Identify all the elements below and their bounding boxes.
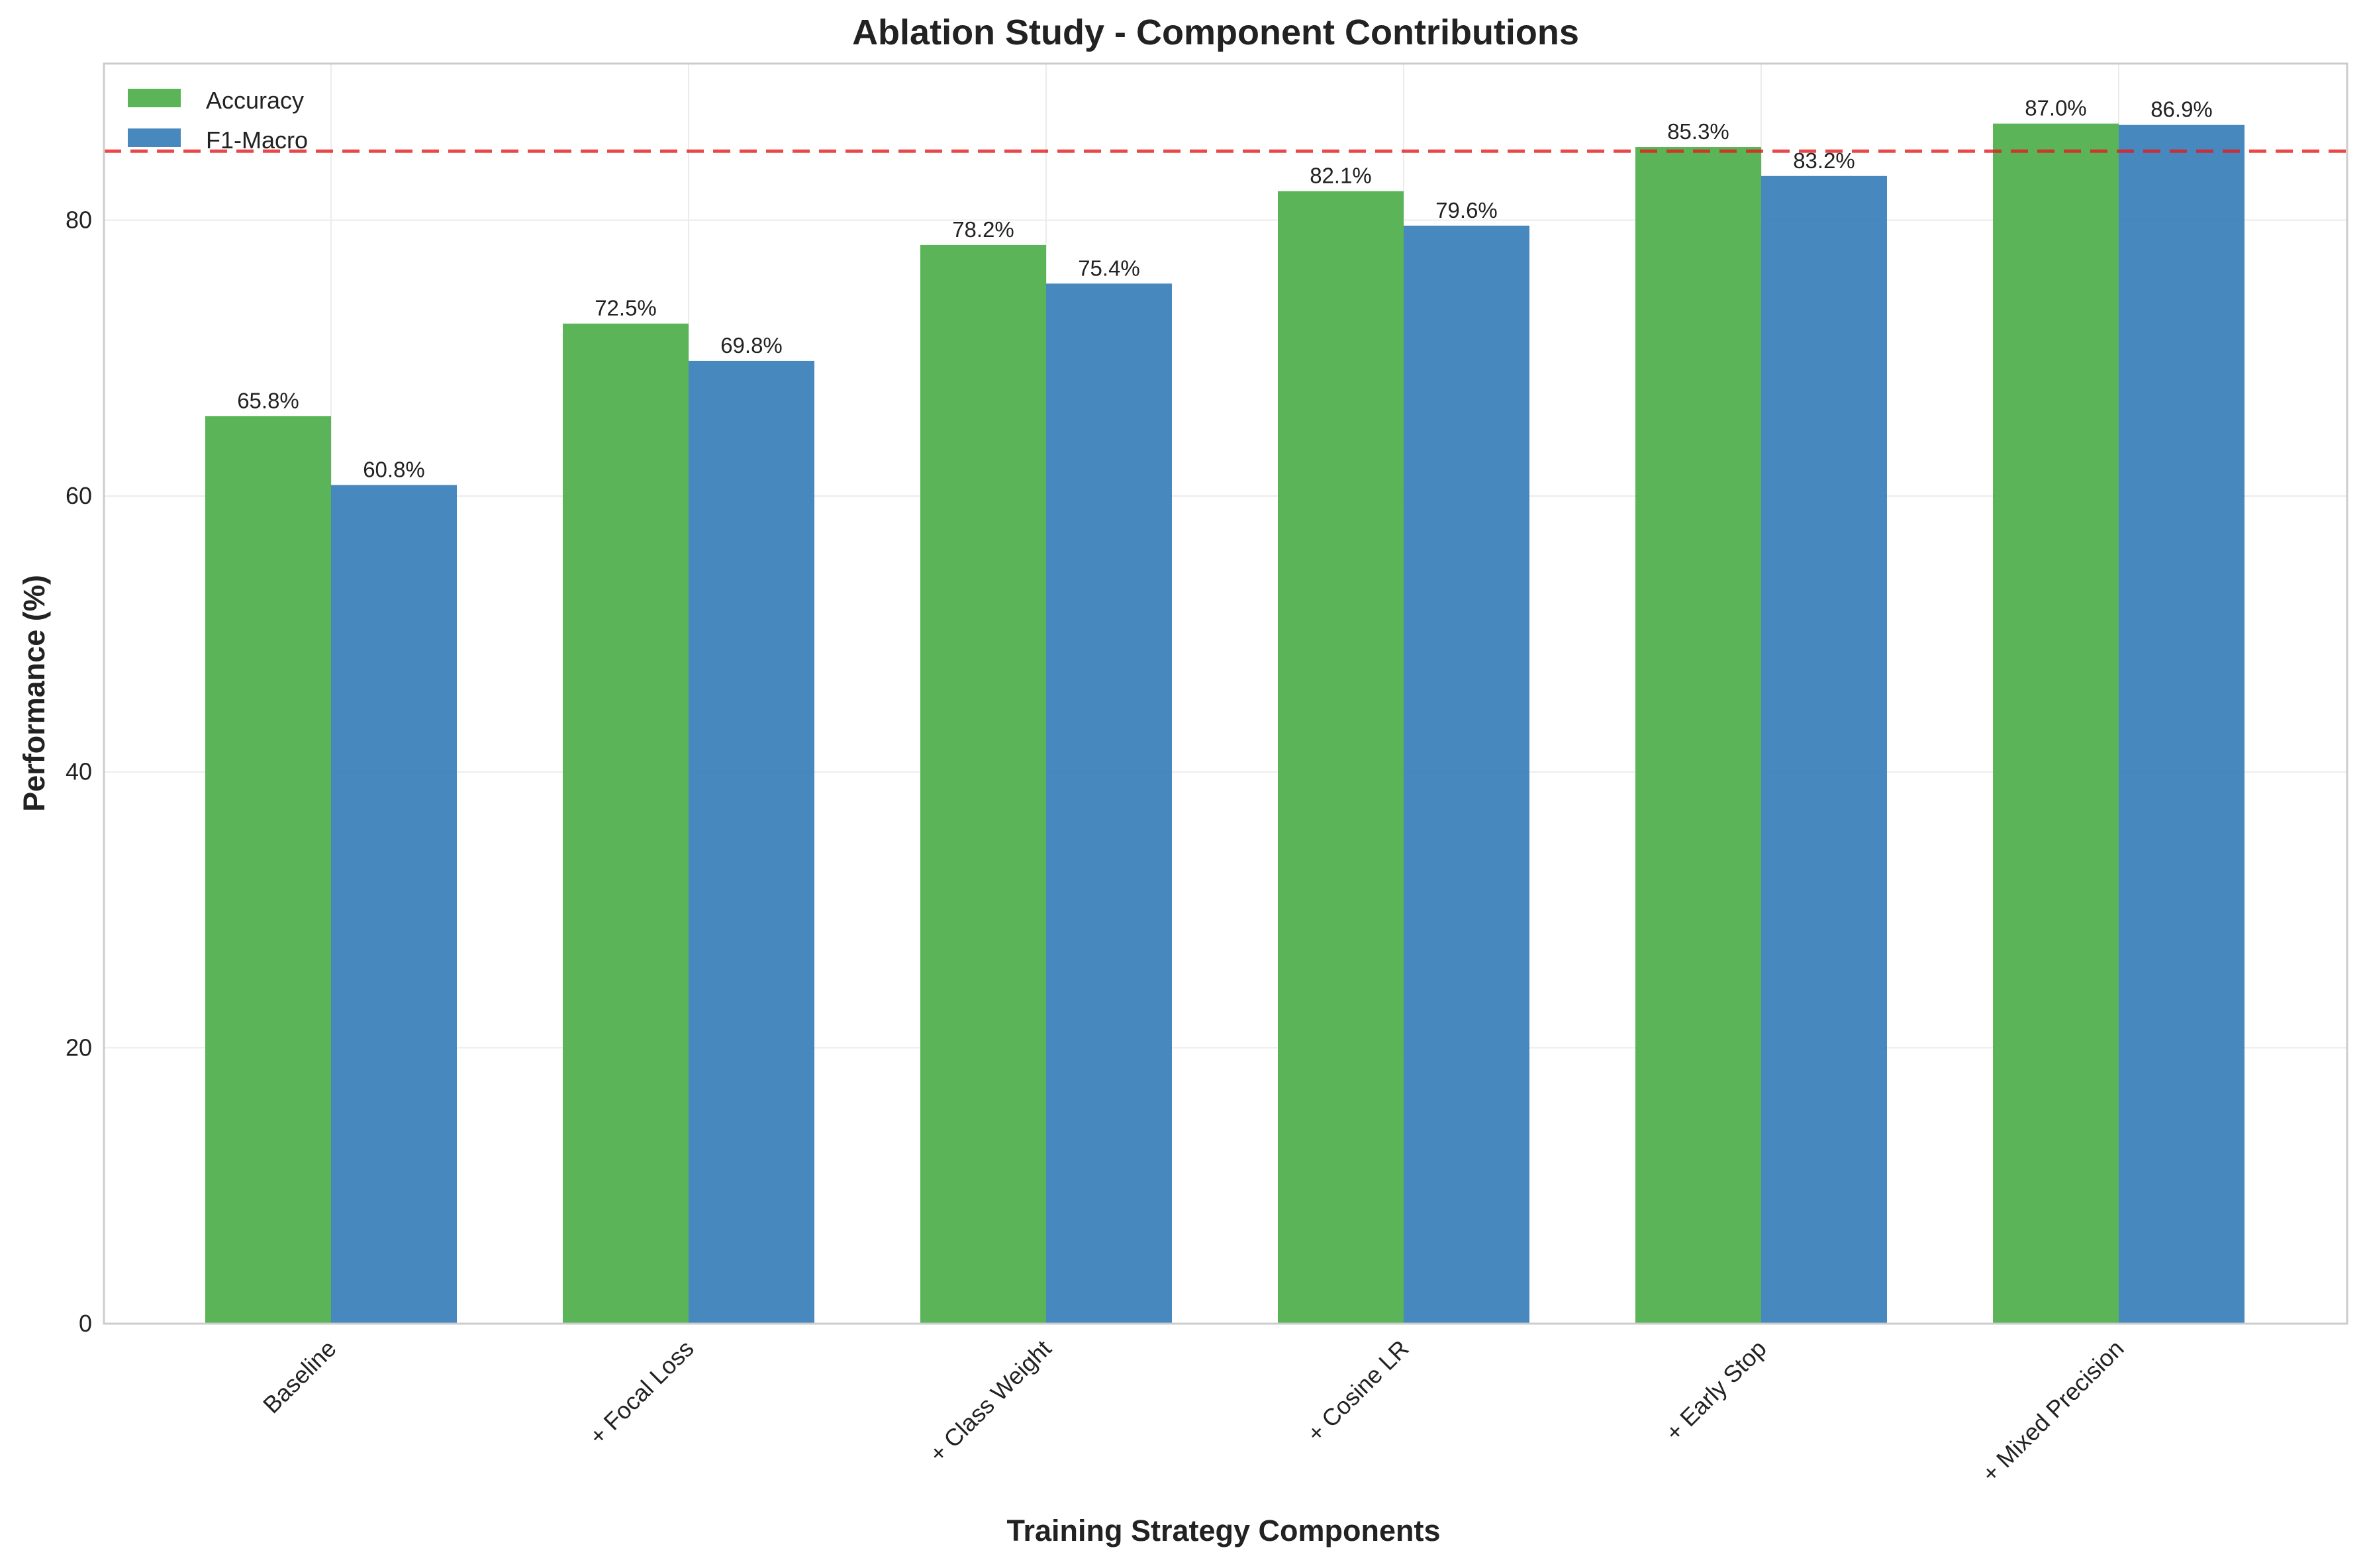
y-axis-label: Performance (%) <box>17 575 51 812</box>
bar-f1-macro-focal-loss <box>689 360 814 1324</box>
bars <box>205 123 2244 1324</box>
y-tick-label-40: 40 <box>66 758 92 785</box>
bar-accuracy-baseline <box>205 416 331 1324</box>
legend: Accuracy F1-Macro <box>128 87 308 154</box>
bar-accuracy-class-weight <box>920 244 1046 1324</box>
data-label-accuracy-baseline: 65.8% <box>237 388 299 413</box>
data-labels: 65.8% 60.8% 72.5% 69.8% 78.2% 75.4% 82.1% 79.6%… <box>237 96 2213 482</box>
bar-f1-macro-class-weight <box>1046 283 1172 1324</box>
bar-f1-macro-early-stop <box>1761 175 1887 1324</box>
data-label-accuracy-class-weight: 78.2% <box>952 217 1014 242</box>
legend-swatch-f1-macro <box>128 128 181 147</box>
y-tick-label-0: 0 <box>79 1310 92 1337</box>
bar-f1-macro-mixed-precision <box>2119 124 2244 1324</box>
data-label-f1-macro-cosine-lr: 79.6% <box>1435 198 1498 222</box>
data-label-f1-macro-mixed-precision: 86.9% <box>2150 97 2213 122</box>
x-axis-label: Training Strategy Components <box>1006 1514 1440 1547</box>
bar-f1-macro-baseline <box>331 485 457 1324</box>
data-label-f1-macro-early-stop: 83.2% <box>1793 148 1855 173</box>
bar-accuracy-cosine-lr <box>1278 191 1404 1324</box>
bar-accuracy-mixed-precision <box>1993 123 2119 1324</box>
legend-label-accuracy: Accuracy <box>206 87 304 114</box>
plot-frame <box>103 62 2348 1325</box>
data-label-f1-macro-class-weight: 75.4% <box>1078 256 1140 280</box>
legend-swatch-accuracy <box>128 89 181 107</box>
bar-f1-macro-cosine-lr <box>1404 225 1529 1324</box>
data-label-accuracy-early-stop: 85.3% <box>1667 119 1729 144</box>
y-axis-ticks: 0 20 40 60 80 <box>66 206 92 1337</box>
y-tick-label-20: 20 <box>66 1034 92 1061</box>
data-label-f1-macro-focal-loss: 69.8% <box>720 333 783 358</box>
chart-title: Ablation Study - Component Contributions <box>852 13 1579 52</box>
legend-label-f1-macro: F1-Macro <box>206 126 308 154</box>
y-tick-label-80: 80 <box>66 206 92 233</box>
data-label-f1-macro-baseline: 60.8% <box>363 457 425 481</box>
data-label-accuracy-focal-loss: 72.5% <box>595 296 657 320</box>
data-label-accuracy-mixed-precision: 87.0% <box>2025 96 2087 121</box>
bar-accuracy-focal-loss <box>563 323 689 1324</box>
bar-accuracy-early-stop <box>1635 147 1761 1324</box>
data-label-accuracy-cosine-lr: 82.1% <box>1310 164 1372 188</box>
y-tick-label-60: 60 <box>66 482 92 509</box>
